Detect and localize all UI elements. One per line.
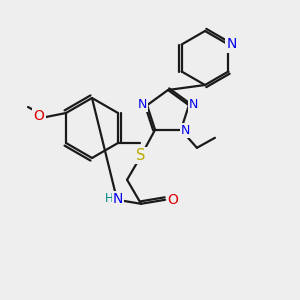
Text: N: N — [181, 124, 190, 137]
Text: H: H — [105, 192, 113, 205]
Text: N: N — [189, 98, 199, 111]
Text: N: N — [226, 38, 237, 52]
Text: O: O — [34, 109, 44, 123]
Text: O: O — [168, 193, 178, 207]
Text: S: S — [136, 148, 146, 163]
Text: N: N — [113, 192, 123, 206]
Text: N: N — [137, 98, 147, 111]
